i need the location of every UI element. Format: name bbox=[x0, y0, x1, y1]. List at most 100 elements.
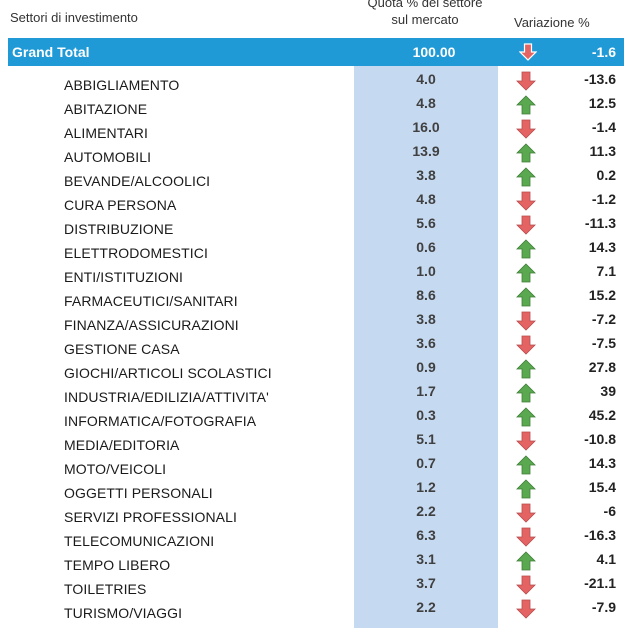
share-column-header: Quota % del settore sul mercato bbox=[355, 0, 495, 28]
arrow-down-icon bbox=[516, 71, 536, 91]
sector-share: 5.1 bbox=[416, 431, 436, 447]
sector-label: ENTI/ISTITUZIONI bbox=[64, 269, 184, 285]
sector-change: 27.8 bbox=[588, 359, 616, 375]
sector-change: 39 bbox=[600, 383, 616, 399]
sector-label: OGGETTI PERSONALI bbox=[64, 485, 213, 501]
sector-label: MOTO/VEICOLI bbox=[64, 461, 167, 477]
arrow-down-icon bbox=[516, 503, 536, 523]
sector-change: -11.3 bbox=[584, 215, 616, 231]
table-row: SERVIZI PROFESSIONALI 2.2 -6 bbox=[0, 502, 634, 526]
sector-change: 15.2 bbox=[588, 287, 616, 303]
sector-change: -7.9 bbox=[591, 599, 616, 615]
sector-share: 3.1 bbox=[416, 551, 436, 567]
arrow-up-icon bbox=[516, 551, 536, 571]
sector-label: CURA PERSONA bbox=[64, 197, 177, 213]
table-row: ALIMENTARI 16.0 -1.4 bbox=[0, 118, 634, 142]
arrow-down-icon bbox=[516, 191, 536, 211]
sector-change: 45.2 bbox=[588, 407, 616, 423]
sector-change: 15.4 bbox=[588, 479, 616, 495]
sector-label: TURISMO/VIAGGI bbox=[64, 605, 183, 621]
arrow-up-icon bbox=[516, 455, 536, 475]
variation-column-header: Variazione % bbox=[514, 15, 590, 30]
grand-total-label: Grand Total bbox=[12, 44, 90, 60]
table-row: TEMPO LIBERO 3.1 4.1 bbox=[0, 550, 634, 574]
sector-change: -16.3 bbox=[584, 527, 616, 543]
arrow-down-icon bbox=[516, 311, 536, 331]
grand-total-share: 100.00 bbox=[412, 44, 456, 60]
sector-change: 11.3 bbox=[589, 143, 616, 159]
sector-share: 16.0 bbox=[412, 119, 440, 135]
sector-change: -1.2 bbox=[591, 191, 616, 207]
arrow-up-icon bbox=[516, 143, 536, 163]
sector-label: AUTOMOBILI bbox=[64, 149, 152, 165]
share-column-band bbox=[354, 66, 498, 628]
sector-share: 13.9 bbox=[412, 143, 440, 159]
sector-change: 4.1 bbox=[596, 551, 616, 567]
sector-share: 3.6 bbox=[416, 335, 436, 351]
sector-label: ABITAZIONE bbox=[64, 101, 148, 117]
sector-label: MEDIA/EDITORIA bbox=[64, 437, 180, 453]
table-row: FARMACEUTICI/SANITARI 8.6 15.2 bbox=[0, 286, 634, 310]
arrow-up-icon bbox=[516, 239, 536, 259]
arrow-up-icon bbox=[516, 287, 536, 307]
sector-share: 4.8 bbox=[416, 191, 436, 207]
sector-label: ALIMENTARI bbox=[64, 125, 148, 141]
arrow-up-icon bbox=[516, 407, 536, 427]
sector-change: -6 bbox=[603, 503, 616, 519]
sector-label: BEVANDE/ALCOOLICI bbox=[64, 173, 211, 189]
sector-column-header: Settori di investimento bbox=[10, 10, 138, 25]
sector-share: 1.2 bbox=[416, 479, 436, 495]
grand-total-row: Grand Total 100.00 -1.6 bbox=[8, 38, 624, 66]
sector-change: 7.1 bbox=[596, 263, 616, 279]
sector-label: ELETTRODOMESTICI bbox=[64, 245, 208, 261]
share-header-line2: sul mercato bbox=[391, 12, 459, 27]
table-row: ENTI/ISTITUZIONI 1.0 7.1 bbox=[0, 262, 634, 286]
sector-label: TEMPO LIBERO bbox=[64, 557, 171, 573]
sector-change: -1.4 bbox=[591, 119, 616, 135]
sector-label: DISTRIBUZIONE bbox=[64, 221, 174, 237]
table-row: BEVANDE/ALCOOLICI 3.8 0.2 bbox=[0, 166, 634, 190]
sector-share: 2.2 bbox=[416, 503, 436, 519]
sector-change: -10.8 bbox=[584, 431, 616, 447]
arrow-down-icon bbox=[519, 43, 537, 61]
sector-label: TOILETRIES bbox=[64, 581, 147, 597]
sector-label: SERVIZI PROFESSIONALI bbox=[64, 509, 237, 525]
sector-share: 0.7 bbox=[416, 455, 436, 471]
sector-share: 0.9 bbox=[416, 359, 436, 375]
sector-label: TELECOMUNICAZIONI bbox=[64, 533, 215, 549]
sector-share: 6.3 bbox=[416, 527, 436, 543]
sector-share: 0.6 bbox=[416, 239, 436, 255]
sector-share: 3.8 bbox=[416, 311, 436, 327]
sector-share: 1.7 bbox=[416, 383, 436, 399]
table-row: TURISMO/VIAGGI 2.2 -7.9 bbox=[0, 598, 634, 622]
sector-change: -21.1 bbox=[584, 575, 616, 591]
sector-label: FINANZA/ASSICURAZIONI bbox=[64, 317, 239, 333]
sector-share: 8.6 bbox=[416, 287, 436, 303]
table-row: INFORMATICA/FOTOGRAFIA 0.3 45.2 bbox=[0, 406, 634, 430]
arrow-down-icon bbox=[516, 431, 536, 451]
arrow-up-icon bbox=[516, 359, 536, 379]
table-row: GESTIONE CASA 3.6 -7.5 bbox=[0, 334, 634, 358]
sector-share: 4.8 bbox=[416, 95, 436, 111]
table-row: CURA PERSONA 4.8 -1.2 bbox=[0, 190, 634, 214]
sector-label: FARMACEUTICI/SANITARI bbox=[64, 293, 238, 309]
table-row: INDUSTRIA/EDILIZIA/ATTIVITA' 1.7 39 bbox=[0, 382, 634, 406]
sector-share: 3.8 bbox=[416, 167, 436, 183]
table-row: AUTOMOBILI 13.9 11.3 bbox=[0, 142, 634, 166]
arrow-up-icon bbox=[516, 167, 536, 187]
arrow-up-icon bbox=[516, 95, 536, 115]
share-header-line1: Quota % del settore bbox=[367, 0, 483, 10]
sector-change: 12.5 bbox=[588, 95, 616, 111]
sector-change: -7.5 bbox=[591, 335, 616, 351]
sector-share: 0.3 bbox=[416, 407, 436, 423]
table-row: GIOCHI/ARTICOLI SCOLASTICI 0.9 27.8 bbox=[0, 358, 634, 382]
sector-label: INFORMATICA/FOTOGRAFIA bbox=[64, 413, 257, 429]
table-row: TOILETRIES 3.7 -21.1 bbox=[0, 574, 634, 598]
sector-change: -7.2 bbox=[591, 311, 616, 327]
sector-change: -13.6 bbox=[584, 71, 616, 87]
sector-change: 0.2 bbox=[596, 167, 616, 183]
sector-share: 2.2 bbox=[416, 599, 436, 615]
sector-label: GIOCHI/ARTICOLI SCOLASTICI bbox=[64, 365, 272, 381]
table-row: DISTRIBUZIONE 5.6 -11.3 bbox=[0, 214, 634, 238]
arrow-up-icon bbox=[516, 263, 536, 283]
